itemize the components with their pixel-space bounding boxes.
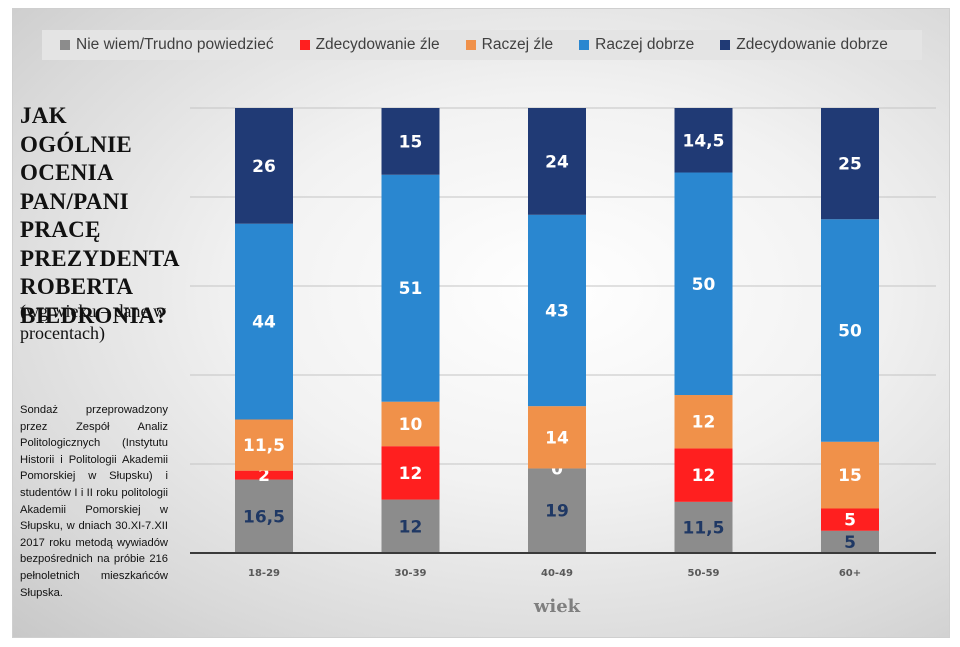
chart-title: JAK OGÓLNIE OCENIA PAN/PANI PRACĘ PREZYD… (20, 103, 179, 328)
data-label: 11,5 (243, 436, 285, 456)
data-label: 10 (399, 415, 423, 435)
legend-swatch (60, 40, 70, 50)
data-label: 50 (838, 322, 862, 342)
data-label: 44 (252, 313, 276, 333)
bar-nie-wiem-trudno-powiedziec-18-29 (235, 479, 293, 553)
data-label: 51 (399, 279, 423, 299)
bar-raczej-zle-50-59 (674, 395, 733, 449)
x-tick-label: 50-59 (688, 568, 720, 579)
legend-item: Zdecydowanie dobrze (720, 36, 888, 54)
data-label: 50 (692, 275, 716, 295)
bar-raczej-zle-30-39 (381, 401, 440, 447)
legend-item: Zdecydowanie źle (299, 36, 440, 54)
legend-label: Raczej źle (481, 36, 554, 53)
bar-zdecydowanie-dobrze-18-29 (235, 108, 293, 224)
bar-zdecydowanie-zle-60 (821, 508, 879, 531)
bar-raczej-dobrze-18-29 (235, 223, 293, 420)
data-label: 15 (838, 466, 862, 486)
bar-raczej-zle-60 (821, 441, 879, 509)
bar-raczej-zle-18-29 (235, 419, 293, 471)
data-label: 12 (399, 464, 423, 484)
legend-label: Zdecydowanie dobrze (736, 36, 888, 53)
data-label: 26 (252, 157, 276, 177)
legend-item: Raczej źle (465, 36, 554, 54)
data-label: 24 (545, 152, 569, 172)
x-axis-label: wiek (533, 596, 581, 617)
data-label: 11,5 (683, 518, 725, 538)
bar-zdecydowanie-dobrze-40-49 (528, 108, 586, 215)
chart-subtitle: (wg wieku – dane w procentach) (20, 301, 166, 343)
bar-raczej-zle-40-49 (528, 406, 586, 469)
bar-zdecydowanie-dobrze-30-39 (381, 108, 440, 175)
legend-swatch (720, 40, 731, 50)
chart-panel (12, 8, 950, 638)
data-label: 16,5 (243, 507, 285, 527)
bar-raczej-dobrze-60 (821, 219, 879, 442)
x-tick-label: 40-49 (541, 568, 573, 579)
x-tick-label: 30-39 (395, 568, 427, 579)
legend-item: Nie wiem/Trudno powiedzieć (60, 36, 274, 54)
x-tick-label: 18-29 (248, 568, 280, 579)
bar-zdecydowanie-zle-30-39 (381, 446, 440, 500)
data-label: 14 (545, 428, 569, 448)
x-tick-label: 60+ (839, 568, 861, 579)
bar-raczej-dobrze-40-49 (528, 214, 586, 407)
legend-swatch (299, 40, 310, 50)
chart-legend: Nie wiem/Trudno powiedzieć Zdecydowanie ź… (42, 30, 922, 60)
legend-label: Raczej dobrze (595, 36, 695, 53)
bar-nie-wiem-trudno-powiedziec-50-59 (674, 501, 733, 553)
legend-label: Zdecydowanie źle (315, 36, 440, 53)
legend-label: Nie wiem/Trudno powiedzieć (76, 36, 274, 53)
data-label: 14,5 (683, 131, 725, 151)
data-label: 25 (838, 155, 862, 175)
bar-raczej-dobrze-50-59 (674, 172, 733, 396)
data-label: 19 (545, 502, 569, 522)
survey-note: Sondaż przeprowadzony przez Zespół Anali… (20, 404, 168, 599)
data-label: 15 (399, 132, 423, 152)
bar-nie-wiem-trudno-powiedziec-40-49 (528, 468, 586, 553)
legend-item: Raczej dobrze (579, 36, 694, 54)
data-label: 12 (692, 413, 716, 433)
bar-zdecydowanie-zle-18-29 (235, 470, 293, 480)
bar-zdecydowanie-dobrze-60 (821, 108, 879, 220)
legend-swatch (465, 40, 476, 50)
bar-raczej-dobrze-30-39 (381, 174, 440, 402)
bar-nie-wiem-trudno-powiedziec-60 (821, 530, 879, 553)
bar-nie-wiem-trudno-powiedziec-30-39 (381, 499, 440, 553)
bar-zdecydowanie-zle-50-59 (674, 448, 733, 502)
data-label: 5 (844, 533, 856, 553)
legend-swatch (579, 40, 590, 50)
data-label: 12 (399, 517, 423, 537)
data-label: 12 (692, 466, 716, 486)
data-label: 5 (844, 511, 856, 531)
bar-zdecydowanie-dobrze-50-59 (674, 108, 733, 173)
data-label: 2 (258, 466, 270, 486)
data-label: 43 (545, 301, 569, 321)
